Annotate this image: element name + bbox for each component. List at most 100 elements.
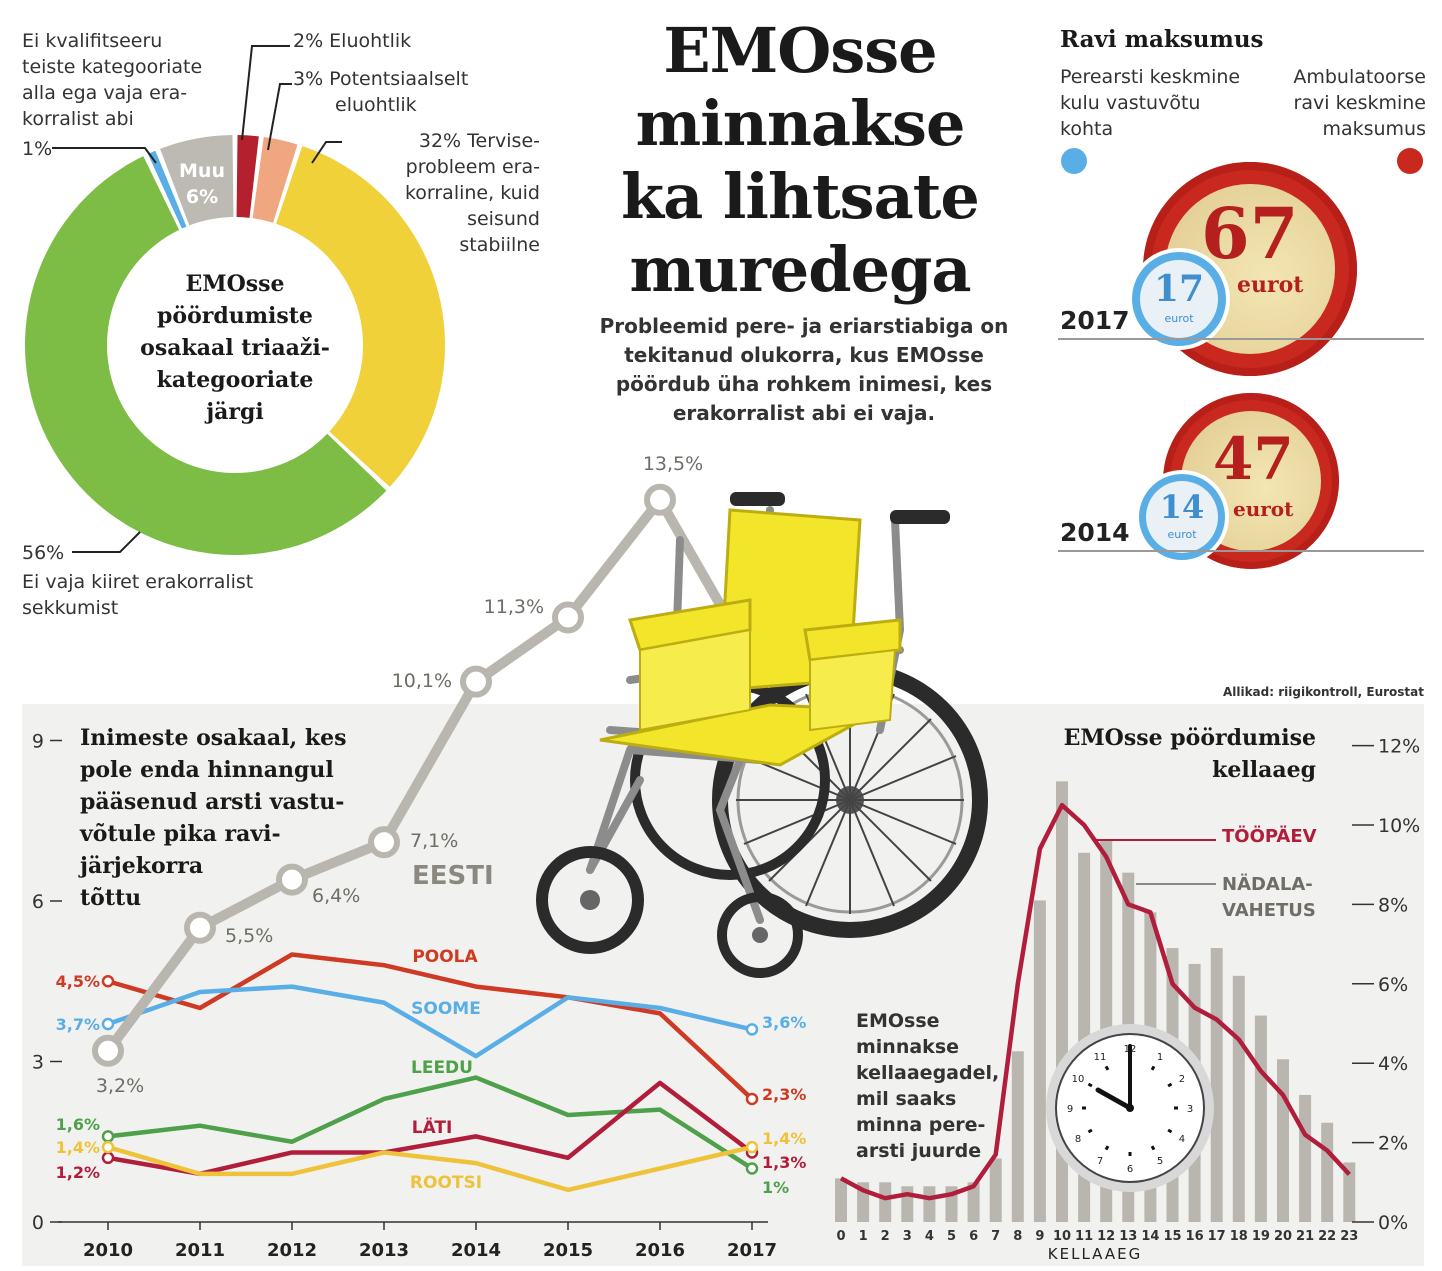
amb-2017-value: 67	[1201, 192, 1299, 275]
series-line-poola	[107, 952, 754, 1101]
label-ei-vaja-pct: 56%	[22, 542, 65, 564]
series-name-label: POOLA	[412, 947, 478, 967]
series-name-label: LÄTI	[412, 1116, 453, 1138]
hour-tick-label: 23	[1340, 1229, 1358, 1244]
series-start-label: 3,7%	[56, 1015, 100, 1034]
eesti-value-label: 10,1%	[392, 670, 452, 692]
label-muu: Muu 6%	[179, 160, 225, 208]
donut-segment-5	[160, 135, 234, 226]
label-ei-vaja: Ei vaja kiiret erakorralist sekkumist	[22, 571, 254, 619]
hour-tick-label: 12	[1097, 1229, 1115, 1244]
hour-tick-label: 19	[1252, 1229, 1270, 1244]
donut-segment-3	[25, 156, 387, 555]
series-end-point	[745, 1162, 759, 1175]
series-start-point	[101, 1017, 115, 1031]
weekend-bar-h8	[1011, 1051, 1024, 1222]
clock-number: 6	[1127, 1164, 1133, 1175]
series-line-soome	[107, 984, 753, 1059]
amb-2014-unit: eurot	[1233, 497, 1294, 521]
series-start-point	[101, 975, 115, 988]
hour-tick-label: 13	[1119, 1229, 1137, 1244]
eesti-point	[460, 665, 492, 698]
series-end-point	[745, 1023, 759, 1036]
legend-gp: Perearsti keskmine kulu vastuvõtu kohta	[1060, 66, 1241, 140]
series-start-label: 1,2%	[56, 1163, 100, 1182]
hour-tick-label: 6	[969, 1229, 978, 1244]
label-eluohtlik: 2% Eluohtlik	[293, 30, 412, 52]
y-tick-label: 0	[32, 1212, 44, 1234]
x-tick-label: 2016	[635, 1240, 685, 1261]
clock-number: 9	[1067, 1104, 1073, 1115]
subtitle: Probleemid pere- ja eriarstiabiga on tek…	[599, 314, 1009, 425]
eesti-value-label: 5,5%	[225, 925, 273, 947]
clock-number: 10	[1072, 1074, 1085, 1085]
leader-stabiilne	[311, 141, 342, 164]
coin-amb-2014: 47 eurot	[1163, 393, 1339, 569]
series-end-label: 1%	[762, 1178, 789, 1197]
wheelchair-illustration	[536, 492, 988, 978]
series-line-läti	[107, 1080, 754, 1177]
series-line-rootsi	[107, 1144, 753, 1193]
clock-icon: 121234567891011	[1046, 1024, 1214, 1192]
hour-tick-label: 2	[881, 1229, 890, 1244]
series-end-label: 1,4%	[762, 1129, 806, 1148]
hourly-x-axis-label: KELLAAEG	[1048, 1245, 1142, 1263]
hourly-y-tick-label: 4%	[1378, 1053, 1408, 1075]
eesti-point	[276, 863, 308, 896]
clock-hour-hand	[1095, 1087, 1133, 1111]
weekend-bar-h2	[879, 1182, 892, 1222]
legend-toopaev: TÖÖPÄEV	[1222, 826, 1317, 847]
x-tick-label: 2015	[543, 1240, 593, 1261]
year-2014: 2014	[1060, 518, 1130, 547]
weekend-bar-h3	[901, 1186, 914, 1222]
donut-center-label: EMOsse pöördumiste osakaal triaaži-kateg…	[140, 271, 330, 425]
clock-hour-mark	[1104, 1145, 1110, 1151]
x-tick-label: 2011	[175, 1240, 225, 1261]
label-stabiilne: 32% Tervise- probleem era- korraline, ku…	[404, 130, 540, 256]
hour-tick-label: 20	[1274, 1229, 1292, 1244]
clock-hour-mark	[1087, 1128, 1093, 1134]
hour-tick-label: 15	[1163, 1229, 1181, 1244]
hour-tick-label: 21	[1296, 1229, 1314, 1244]
series-name-label: SOOME	[411, 999, 481, 1019]
series-end-point	[745, 1092, 759, 1106]
year-2017: 2017	[1060, 306, 1130, 335]
hour-tick-label: 5	[947, 1229, 956, 1244]
series-name-label: ROOTSI	[410, 1173, 482, 1193]
clock-hour-mark	[1167, 1128, 1173, 1134]
y-tick-label: 6	[32, 891, 44, 913]
donut-segment-4	[147, 150, 187, 229]
hour-tick-label: 8	[1013, 1229, 1022, 1244]
clock-number: 7	[1097, 1156, 1103, 1167]
hour-tick-label: 22	[1318, 1229, 1336, 1244]
weekend-bar-h21	[1299, 1094, 1312, 1222]
donut-chart	[25, 45, 445, 555]
legend-amb-dot	[1397, 148, 1423, 174]
hourly-y-tick-label: 2%	[1378, 1133, 1408, 1155]
eesti-point	[552, 601, 584, 634]
eesti-value-label: 13,5%	[643, 453, 703, 475]
clock-number: 3	[1187, 1104, 1193, 1115]
hour-tick-label: 18	[1230, 1229, 1248, 1244]
eesti-point	[644, 483, 676, 516]
donut-segment-1	[252, 136, 298, 223]
series-end-label: 3,6%	[762, 1013, 806, 1032]
hour-tick-label: 0	[836, 1229, 845, 1244]
source-note: Allikad: riigikontroll, Eurostat	[1222, 685, 1424, 699]
hourly-note: EMOsse minnakse kellaaegadel, mil saaks …	[856, 1010, 1000, 1162]
costs-title: Ravi maksumus	[1060, 26, 1264, 53]
leader-ei-vaja	[72, 531, 141, 553]
eesti-point	[368, 826, 400, 859]
weekend-bar-h18	[1232, 975, 1245, 1222]
legend-amb: Ambulatoorse ravi keskmine maksumus	[1293, 66, 1426, 140]
series-end-label: 2,3%	[762, 1085, 806, 1104]
clock-number: 8	[1075, 1134, 1081, 1145]
amb-2017-unit: eurot	[1237, 272, 1304, 298]
gp-2014-value: 14	[1159, 488, 1205, 526]
x-tick-label: 2012	[267, 1240, 317, 1261]
hour-tick-label: 17	[1208, 1229, 1226, 1244]
clock-number: 11	[1094, 1052, 1107, 1063]
hourly-y-tick-label: 0%	[1378, 1212, 1408, 1234]
clock-hour-mark	[1150, 1065, 1156, 1071]
